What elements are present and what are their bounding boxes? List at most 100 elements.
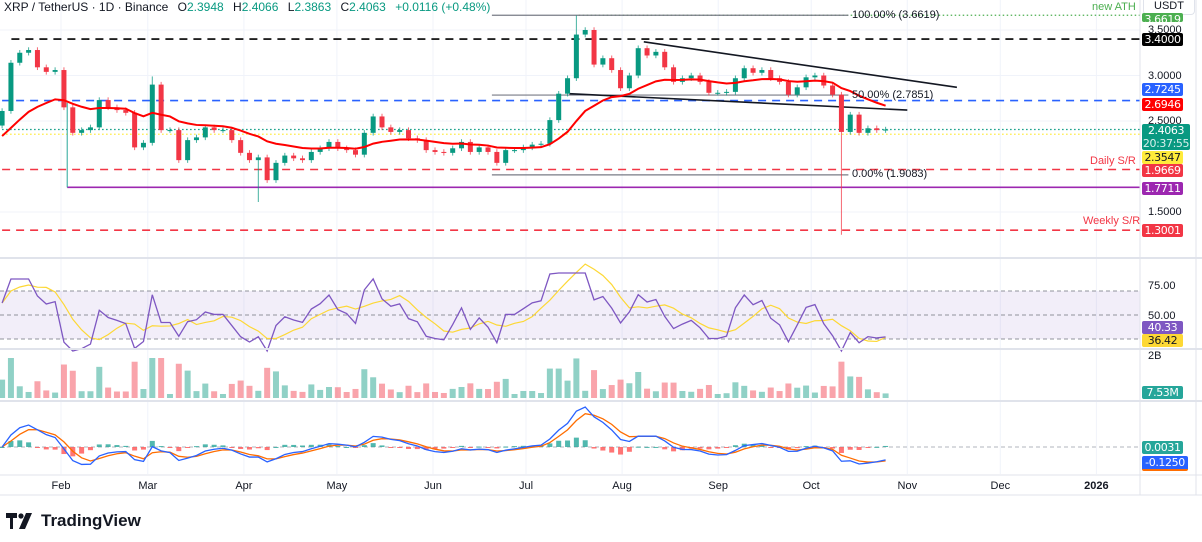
macd-histogram-bar bbox=[423, 447, 429, 450]
candle-body bbox=[193, 137, 199, 141]
macd-histogram-bar bbox=[96, 444, 102, 447]
change-value: +0.0116 (+0.48%) bbox=[395, 0, 491, 14]
candle bbox=[299, 155, 305, 163]
volume-bar bbox=[387, 389, 394, 398]
candle bbox=[273, 160, 279, 183]
candle bbox=[26, 47, 32, 56]
macd-histogram-bar bbox=[450, 447, 456, 448]
volume-bar bbox=[856, 376, 863, 398]
volume-bar bbox=[96, 366, 103, 398]
candle bbox=[794, 84, 800, 98]
volume-bar bbox=[582, 390, 589, 398]
candle bbox=[8, 60, 14, 114]
chart-canvas[interactable] bbox=[0, 0, 1202, 500]
candle bbox=[238, 137, 244, 156]
candle-body bbox=[803, 77, 809, 88]
candle-body bbox=[26, 50, 32, 53]
candle-body bbox=[582, 30, 588, 35]
candle-body bbox=[335, 141, 341, 149]
volume-bar bbox=[308, 384, 315, 398]
candle-body bbox=[794, 87, 800, 95]
candle-body bbox=[459, 141, 465, 149]
macd-histogram-bar bbox=[556, 440, 562, 447]
candle bbox=[556, 90, 562, 123]
candle bbox=[176, 127, 182, 163]
candle bbox=[547, 117, 553, 147]
volume-bar bbox=[343, 392, 350, 398]
candle-body bbox=[883, 129, 889, 131]
volume-bar bbox=[847, 376, 854, 398]
close-value: 2.4063 bbox=[349, 0, 386, 14]
candle bbox=[459, 139, 465, 152]
macd-line bbox=[1, 406, 886, 466]
macd-histogram-bar bbox=[361, 445, 367, 447]
candle-body bbox=[246, 152, 252, 161]
volume-bar bbox=[272, 371, 279, 398]
candle bbox=[865, 125, 871, 136]
candle bbox=[193, 134, 199, 143]
price-tick: 1.5000 bbox=[1148, 206, 1182, 218]
volume-bar bbox=[520, 390, 527, 398]
fib-label-50: 50.00% (2.7851) bbox=[852, 89, 934, 101]
volume-bar bbox=[202, 383, 209, 398]
macd-histogram-bar bbox=[158, 446, 164, 448]
candle-body bbox=[626, 75, 632, 89]
fib-retracement[interactable] bbox=[491, 14, 849, 176]
macd-histogram-bar bbox=[706, 447, 712, 450]
candle bbox=[600, 55, 606, 68]
candle-body bbox=[406, 130, 412, 139]
candle-body bbox=[87, 127, 93, 131]
volume-bar bbox=[211, 391, 218, 398]
volume-bar bbox=[405, 385, 412, 398]
daily-sr-label: Daily S/R bbox=[1090, 155, 1136, 167]
symbol-title[interactable]: XRP / TetherUS · 1D · Binance bbox=[4, 0, 169, 14]
macd-histogram-bar bbox=[803, 446, 809, 448]
candle-body bbox=[397, 130, 403, 132]
last-price: 2.4063 bbox=[1147, 124, 1185, 137]
macd-histogram-bar bbox=[565, 440, 571, 447]
volume-bar bbox=[591, 370, 598, 398]
volume-bar bbox=[688, 391, 695, 398]
volume-bar bbox=[423, 383, 430, 398]
volume-bar bbox=[290, 390, 297, 398]
volume-bar bbox=[626, 383, 633, 398]
candle-body bbox=[8, 62, 14, 111]
volume-bar bbox=[741, 385, 748, 398]
candle-body bbox=[317, 148, 323, 152]
candle bbox=[34, 47, 40, 71]
volume-bar bbox=[122, 391, 129, 398]
candle bbox=[96, 97, 102, 131]
candle bbox=[43, 64, 49, 75]
volume-bar bbox=[352, 388, 359, 398]
candle-body bbox=[0, 110, 5, 126]
candle-body bbox=[423, 140, 429, 151]
macd-histogram-bar bbox=[830, 447, 836, 449]
tradingview-logo[interactable]: TradingView bbox=[6, 511, 141, 531]
volume-bar bbox=[538, 393, 545, 398]
macd-histogram-bar bbox=[397, 447, 403, 448]
candle-body bbox=[326, 141, 332, 149]
macd-histogram-bar bbox=[794, 447, 800, 449]
candle bbox=[335, 139, 341, 152]
volume-bar bbox=[52, 392, 59, 398]
volume-bar bbox=[502, 378, 509, 398]
volume-bar bbox=[644, 388, 651, 398]
candle-body bbox=[299, 158, 305, 161]
volume-bar bbox=[785, 383, 792, 398]
candle-body bbox=[353, 150, 358, 155]
candle bbox=[79, 127, 85, 136]
macd-histogram-bar bbox=[79, 447, 85, 454]
candle bbox=[856, 111, 862, 136]
volume-bar bbox=[140, 389, 147, 398]
candle-body bbox=[715, 92, 721, 94]
trendlines[interactable] bbox=[569, 41, 958, 111]
time-tick-may: May bbox=[326, 480, 348, 492]
rsi-tick-50: 50.00 bbox=[1148, 310, 1176, 322]
time-tick-oct: Oct bbox=[802, 480, 820, 492]
macd-histogram-bar bbox=[441, 447, 447, 449]
macd-histogram-bar bbox=[874, 446, 880, 448]
candle-body bbox=[291, 155, 297, 159]
candle-body bbox=[741, 68, 747, 79]
candle-body bbox=[865, 128, 871, 133]
rsi-value-tag: 40.33 bbox=[1142, 321, 1183, 334]
